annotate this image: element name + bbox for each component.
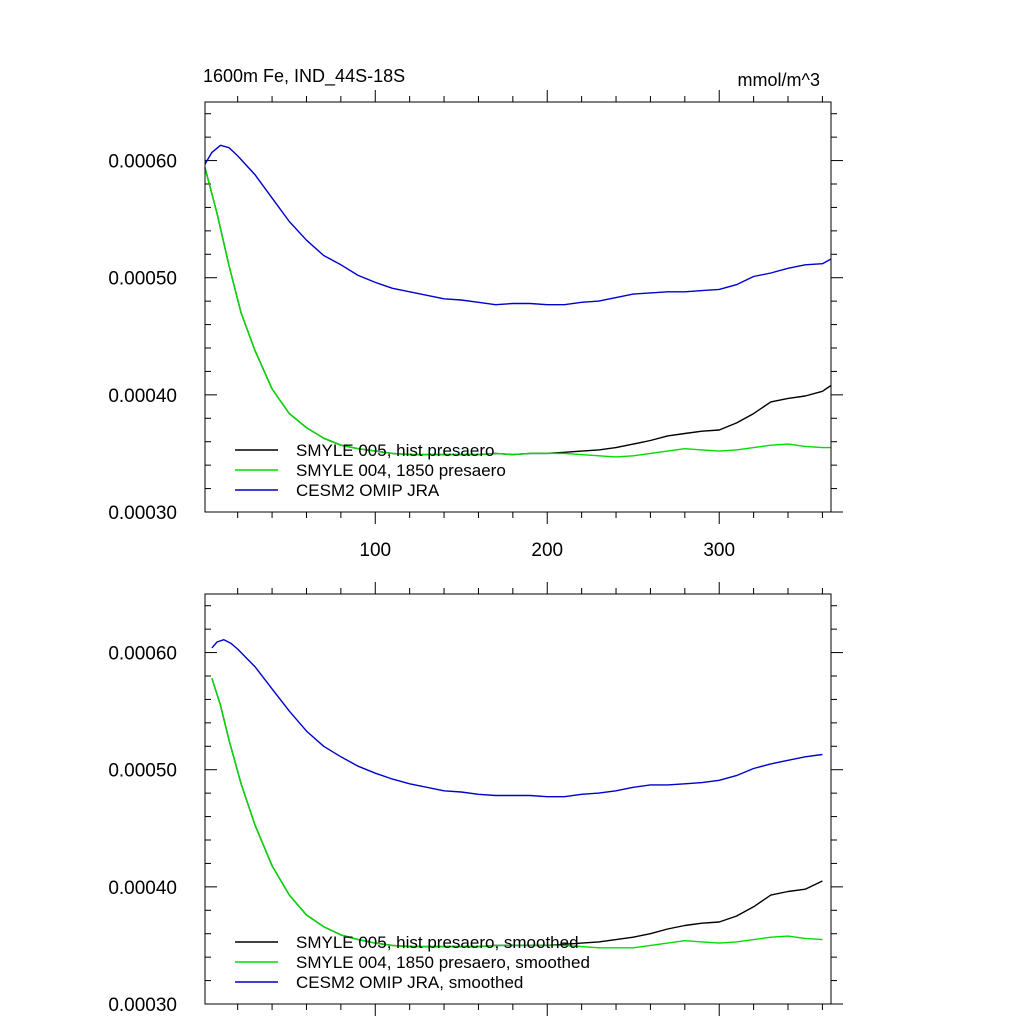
axis-ticks: 0.00030 0.00040 0.00050 0.00060	[108, 582, 843, 1016]
series-line-0	[211, 678, 823, 948]
chart-title: 1600m Fe, IND_44S-18S	[203, 66, 405, 87]
series-line-2	[211, 639, 823, 798]
x-tick-label: 200	[531, 540, 563, 561]
series-line-2	[204, 144, 832, 306]
plot-frame	[204, 593, 832, 1005]
plot-frame	[204, 101, 832, 513]
series-line-1	[211, 678, 823, 949]
series-line-1	[204, 167, 831, 458]
legend: SMYLE 005, hist presaero, smoothedSMYLE …	[235, 933, 590, 992]
legend-label-0: SMYLE 005, hist presaero, smoothed	[296, 933, 579, 952]
y-tick-label: 0.00030	[108, 995, 177, 1016]
legend-label-1: SMYLE 004, 1850 presaero, smoothed	[296, 953, 590, 972]
y-tick-label: 0.00050	[108, 269, 177, 290]
axis-ticks: 0.00030 0.00040 0.00050 0.00060 100 200 300	[108, 90, 843, 561]
x-tick-label: 100	[359, 540, 391, 561]
y-tick-label: 0.00050	[108, 761, 177, 782]
y-tick-label: 0.00040	[108, 878, 177, 899]
legend-label-0: SMYLE 005, hist presaero	[296, 441, 494, 460]
series-line-0	[204, 167, 832, 456]
y-tick-label: 0.00040	[108, 386, 177, 407]
panel-bottom: 0.00030 0.00040 0.00050 0.00060 SMYLE 005, …	[108, 582, 843, 1016]
legend-label-2: CESM2 OMIP JRA, smoothed	[296, 973, 523, 992]
legend-label-1: SMYLE 004, 1850 presaero	[296, 461, 506, 480]
y-tick-label: 0.00060	[108, 152, 177, 173]
series-lines	[211, 639, 823, 949]
x-tick-label: 300	[703, 540, 735, 561]
units-label: mmol/m^3	[738, 70, 820, 90]
panel-top: 1600m Fe, IND_44S-18S mmol/m^3 0.000300.…	[108, 66, 843, 561]
series-lines	[204, 144, 832, 458]
y-tick-label: 0.00060	[108, 644, 177, 665]
legend-label-2: CESM2 OMIP JRA	[296, 481, 440, 500]
y-tick-label: 0.00030	[108, 503, 177, 524]
